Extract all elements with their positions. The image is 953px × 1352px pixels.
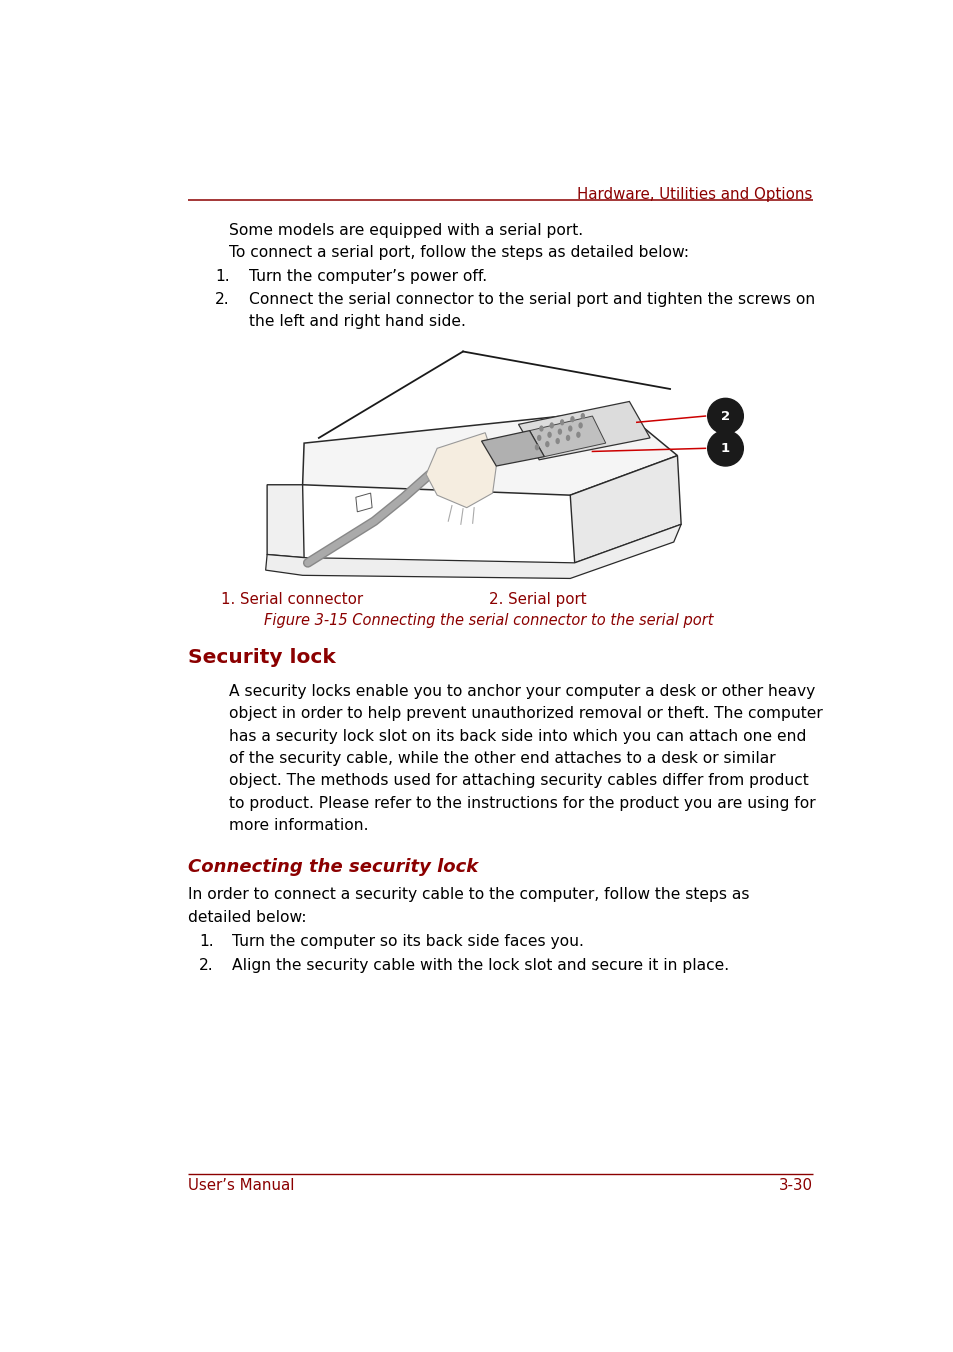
Circle shape: [538, 426, 543, 431]
Text: Turn the computer so its back side faces you.: Turn the computer so its back side faces…: [233, 934, 583, 949]
Text: A security locks enable you to anchor your computer a desk or other heavy: A security locks enable you to anchor yo…: [229, 684, 814, 699]
Circle shape: [559, 419, 564, 426]
Ellipse shape: [707, 431, 742, 466]
Text: Align the security cable with the lock slot and secure it in place.: Align the security cable with the lock s…: [233, 959, 729, 973]
Text: 1. Serial connector: 1. Serial connector: [221, 592, 363, 607]
Text: object. The methods used for attaching security cables differ from product: object. The methods used for attaching s…: [229, 773, 807, 788]
Text: 2: 2: [720, 410, 729, 423]
Circle shape: [555, 438, 559, 445]
Circle shape: [565, 435, 570, 441]
Text: Some models are equipped with a serial port.: Some models are equipped with a serial p…: [229, 223, 582, 238]
Text: Connecting the security lock: Connecting the security lock: [188, 859, 477, 876]
Text: 1: 1: [720, 442, 729, 454]
Polygon shape: [529, 416, 605, 457]
Text: Figure 3-15 Connecting the serial connector to the serial port: Figure 3-15 Connecting the serial connec…: [264, 614, 713, 629]
Circle shape: [567, 426, 572, 431]
Circle shape: [580, 412, 584, 419]
Text: Security lock: Security lock: [188, 648, 335, 667]
Text: detailed below:: detailed below:: [188, 910, 306, 925]
Text: In order to connect a security cable to the computer, follow the steps as: In order to connect a security cable to …: [188, 887, 749, 902]
Text: 2. Serial port: 2. Serial port: [488, 592, 586, 607]
Polygon shape: [518, 402, 649, 460]
Circle shape: [570, 416, 574, 422]
Circle shape: [535, 445, 538, 450]
Text: Turn the computer’s power off.: Turn the computer’s power off.: [249, 269, 486, 284]
Text: of the security cable, while the other end attaches to a desk or similar: of the security cable, while the other e…: [229, 750, 775, 765]
Text: 1.: 1.: [199, 934, 213, 949]
Polygon shape: [481, 431, 544, 466]
Text: User’s Manual: User’s Manual: [188, 1178, 294, 1192]
Text: has a security lock slot on its back side into which you can attach one end: has a security lock slot on its back sid…: [229, 729, 805, 744]
Ellipse shape: [707, 399, 742, 434]
Polygon shape: [302, 410, 677, 495]
Circle shape: [544, 441, 549, 448]
Polygon shape: [355, 493, 372, 512]
Circle shape: [558, 429, 561, 435]
Circle shape: [549, 422, 554, 429]
Circle shape: [576, 431, 580, 438]
Polygon shape: [267, 485, 304, 557]
Text: more information.: more information.: [229, 818, 368, 833]
Circle shape: [547, 431, 551, 438]
Text: 2.: 2.: [215, 292, 230, 307]
Text: 3-30: 3-30: [778, 1178, 812, 1192]
Text: to product. Please refer to the instructions for the product you are using for: to product. Please refer to the instruct…: [229, 796, 815, 811]
Polygon shape: [570, 456, 680, 562]
Text: Hardware, Utilities and Options: Hardware, Utilities and Options: [577, 187, 812, 201]
Text: the left and right hand side.: the left and right hand side.: [249, 315, 465, 330]
Polygon shape: [265, 525, 680, 579]
Text: To connect a serial port, follow the steps as detailed below:: To connect a serial port, follow the ste…: [229, 245, 688, 260]
Text: 1.: 1.: [215, 269, 230, 284]
Text: Connect the serial connector to the serial port and tighten the screws on: Connect the serial connector to the seri…: [249, 292, 814, 307]
Text: object in order to help prevent unauthorized removal or theft. The computer: object in order to help prevent unauthor…: [229, 706, 821, 721]
Text: 2.: 2.: [199, 959, 213, 973]
Polygon shape: [426, 433, 496, 507]
Circle shape: [537, 435, 541, 441]
Circle shape: [578, 422, 582, 429]
